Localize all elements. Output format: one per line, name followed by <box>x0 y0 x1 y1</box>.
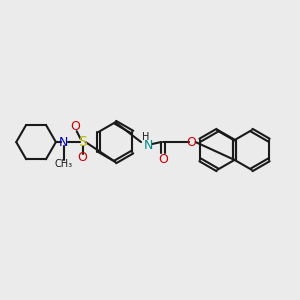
Text: CH₃: CH₃ <box>55 159 73 169</box>
Text: N: N <box>143 139 153 152</box>
Text: H: H <box>142 132 150 142</box>
Text: O: O <box>78 152 88 164</box>
Text: O: O <box>70 120 80 133</box>
Text: S: S <box>78 135 87 149</box>
Text: N: N <box>59 136 68 148</box>
Text: O: O <box>158 153 168 167</box>
Text: O: O <box>187 136 196 148</box>
